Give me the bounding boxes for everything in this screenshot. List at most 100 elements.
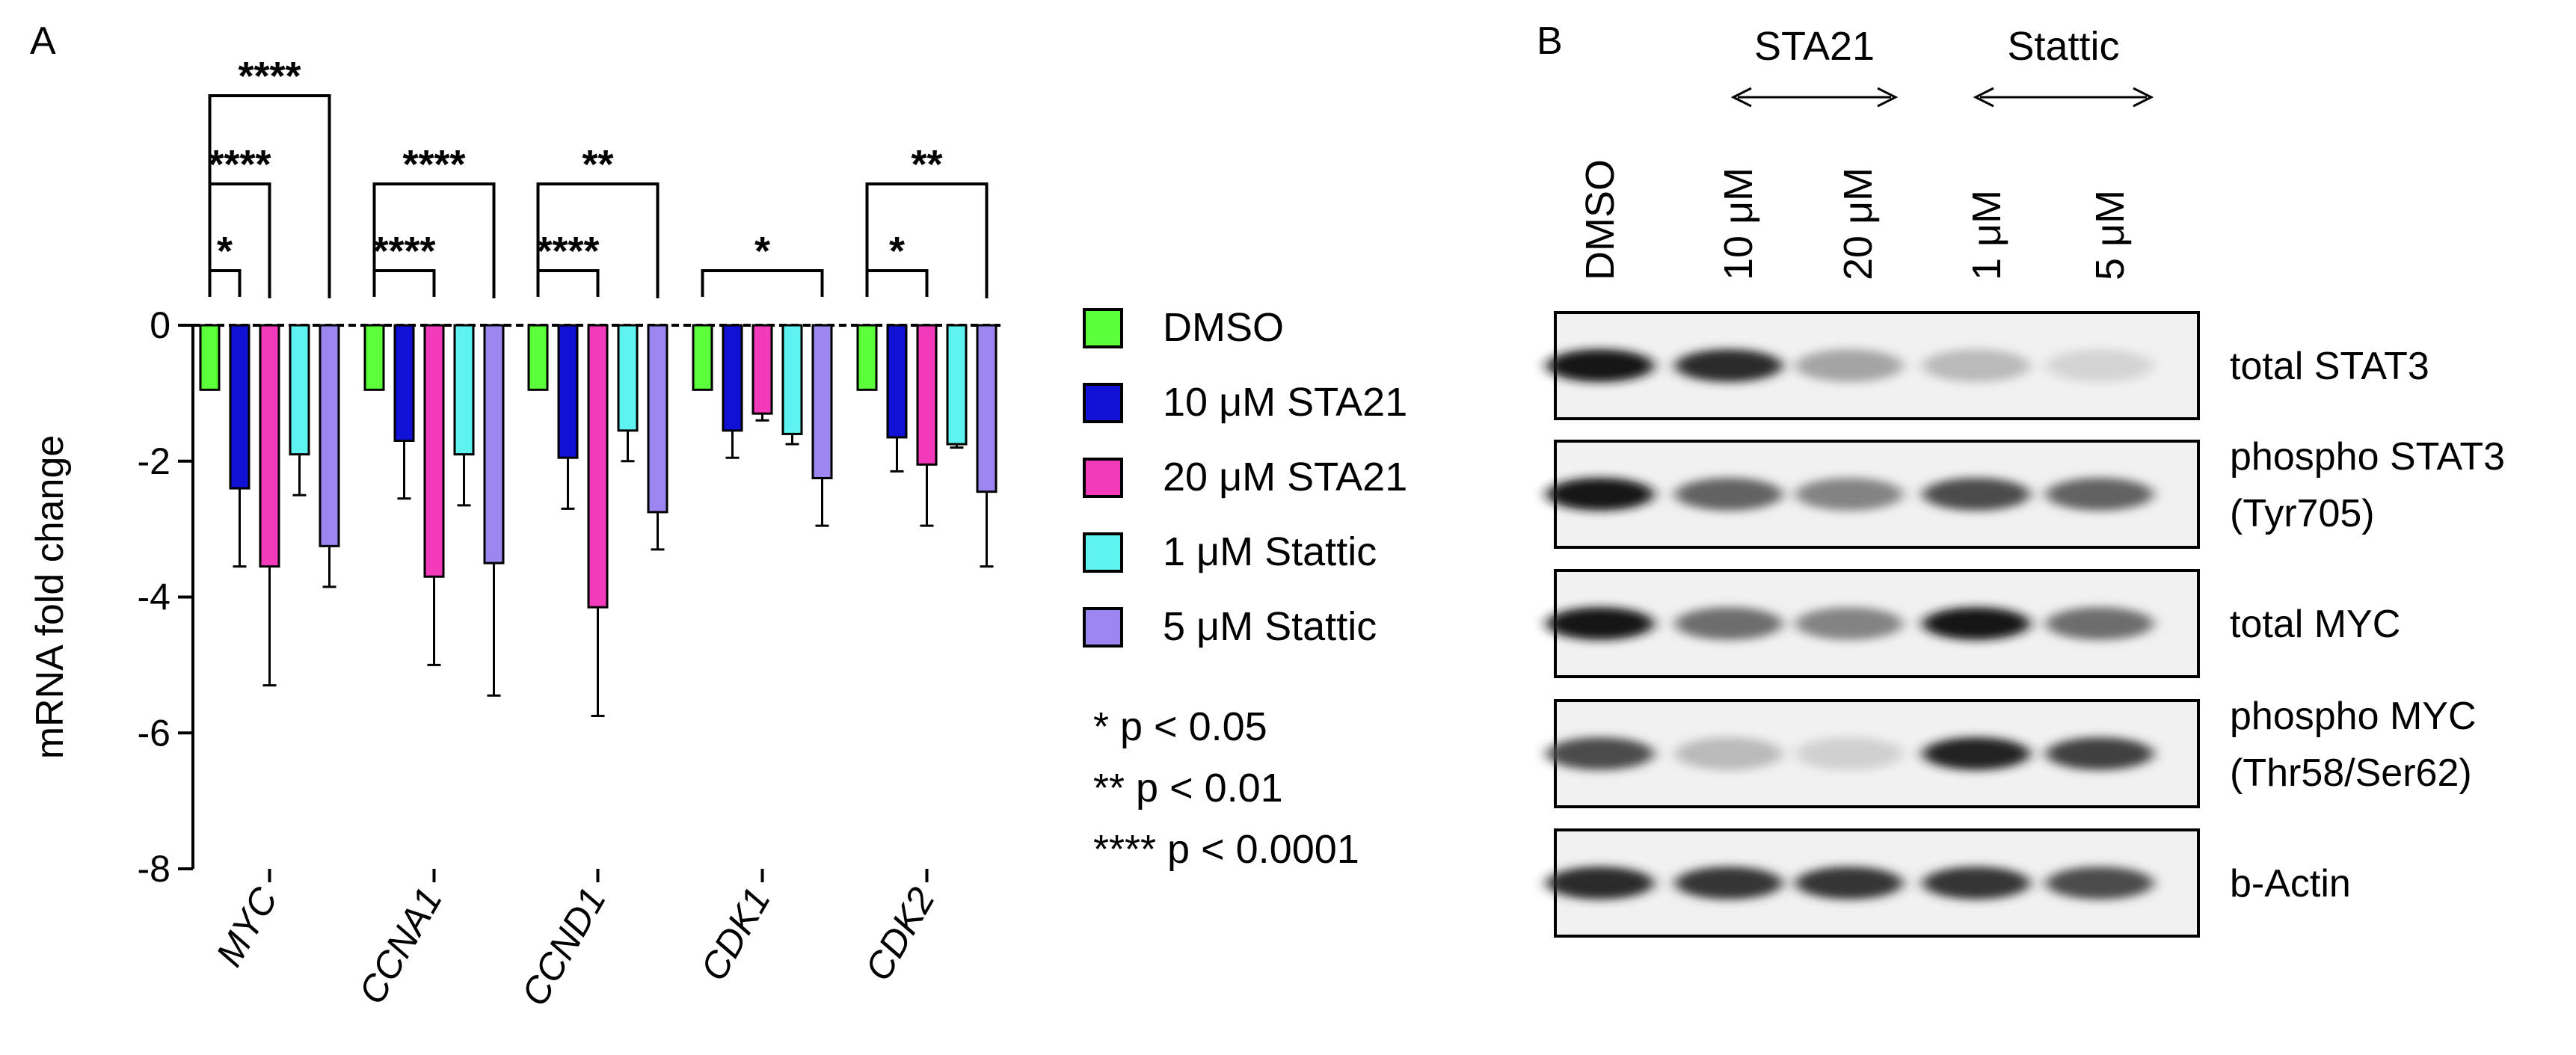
band — [1922, 349, 2030, 382]
significance-label: * — [754, 229, 770, 274]
significance-bracket — [208, 182, 271, 298]
arrow-head-right — [1877, 87, 1899, 108]
significance-label: **** — [372, 229, 435, 274]
x-tick-label: CDK2 — [857, 880, 943, 988]
legend-swatch-0 — [1083, 308, 1123, 348]
panel-a-label: A — [30, 19, 56, 63]
legend-swatch-1 — [1083, 383, 1123, 423]
arrow-head-right — [2133, 87, 2154, 108]
bar-myc-4 — [319, 324, 340, 547]
significance-label: * — [889, 229, 905, 274]
blot-group-label: Stattic — [2007, 24, 2119, 69]
bar-ccna1-3 — [453, 324, 475, 456]
lane-label: 5 μM — [2088, 190, 2133, 280]
legend-swatch-2 — [1083, 458, 1123, 498]
x-tick-label: MYC — [208, 880, 286, 974]
pvalue-note: **** p < 0.0001 — [1093, 827, 1359, 872]
significance-label: **** — [536, 229, 599, 274]
band — [1795, 737, 1903, 770]
y-axis-label: mRNA fold change — [28, 435, 72, 760]
significance-bracket — [865, 182, 989, 298]
bar-cdk1-1 — [722, 324, 743, 432]
significance-label: **** — [402, 142, 465, 187]
bar-ccnd1-4 — [647, 324, 668, 514]
band — [1546, 349, 1654, 382]
band — [1675, 349, 1783, 382]
legend-label-3: 1 μM Stattic — [1163, 529, 1377, 574]
significance-bracket — [865, 269, 929, 297]
bar-cdk2-0 — [856, 324, 878, 391]
arrow-head-left — [1730, 87, 1752, 108]
legend-label-2: 20 μM STA21 — [1163, 455, 1407, 499]
x-tick-label: CDK1 — [692, 881, 778, 988]
lane-label: 10 μM — [1716, 167, 1761, 280]
bar-cdk1-4 — [811, 324, 833, 479]
chart-legend: DMSO 10 μM STA21 20 μM STA21 1 μM Stattic 5 … — [1083, 305, 1407, 872]
band — [1922, 737, 2030, 770]
arrow-head-left — [1973, 87, 1994, 108]
bar-myc-2 — [259, 324, 280, 568]
bar-cdk2-2 — [916, 324, 938, 466]
significance-label: ** — [582, 142, 613, 187]
y-tick-label: 0 — [150, 304, 170, 346]
blot-row-label: phospho STAT3 — [2230, 435, 2505, 479]
blot-group-label: STA21 — [1754, 24, 1875, 69]
lane-label: 20 μM — [1836, 167, 1881, 280]
band — [1922, 607, 2030, 640]
pvalue-note: ** p < 0.01 — [1093, 766, 1283, 811]
significance-label: **** — [238, 54, 301, 99]
legend-swatch-4 — [1083, 607, 1123, 648]
bar-ccnd1-2 — [587, 324, 609, 609]
bar-ccnd1-1 — [557, 324, 579, 459]
band — [2046, 478, 2154, 511]
pvalue-note: * p < 0.05 — [1093, 704, 1267, 749]
band — [1675, 737, 1783, 770]
band — [1795, 478, 1903, 511]
band — [1675, 607, 1783, 640]
significance-label: * — [217, 229, 233, 274]
band — [1675, 867, 1783, 899]
blot-row-label: (Tyr705) — [2230, 492, 2375, 535]
bar-ccna1-2 — [423, 324, 445, 578]
bar-myc-1 — [229, 324, 250, 490]
bar-ccna1-4 — [483, 324, 505, 565]
y-tick-label: -8 — [138, 848, 170, 890]
bar-cdk2-1 — [886, 324, 908, 439]
y-tick-label: -2 — [138, 440, 170, 482]
bar-myc-3 — [289, 324, 310, 456]
bar-ccna1-0 — [363, 324, 385, 391]
band — [1795, 349, 1903, 382]
panel-b-label: B — [1537, 19, 1563, 63]
band — [1922, 478, 2030, 511]
blot-row-label: total STAT3 — [2230, 345, 2429, 388]
blot-row-label: phospho MYC — [2230, 695, 2477, 738]
significance-bracket — [701, 269, 824, 297]
bar-cdk2-3 — [946, 324, 968, 446]
lane-label: 1 μM — [1964, 190, 2009, 280]
bar-ccna1-1 — [393, 324, 415, 442]
legend-label-1: 10 μM STA21 — [1163, 380, 1407, 425]
legend-label-0: DMSO — [1163, 305, 1284, 350]
legend-swatch-3 — [1083, 532, 1123, 573]
bar-ccnd1-0 — [527, 324, 549, 391]
band — [1795, 607, 1903, 640]
band — [2046, 349, 2154, 382]
bar-myc-0 — [199, 324, 221, 391]
band — [1922, 867, 2030, 899]
band — [2046, 607, 2154, 640]
bar-ccnd1-3 — [617, 324, 639, 432]
lane-label: DMSO — [1578, 159, 1623, 280]
significance-bracket — [372, 269, 436, 297]
band — [2046, 867, 2154, 899]
band — [1546, 737, 1654, 770]
blot-row-label: b-Actin — [2230, 862, 2351, 905]
x-tick-label: CCND1 — [513, 881, 614, 1013]
bar-cdk1-3 — [781, 324, 803, 435]
bar-cdk2-4 — [976, 324, 997, 493]
western-blot: STA21 Stattic DMSO 10 μM 20 μM 1 μM 5 μM total … — [1546, 24, 2505, 938]
band — [1795, 867, 1903, 899]
band — [1546, 607, 1654, 640]
band — [1675, 478, 1783, 511]
bar-chart: 0 -2 -4 -6 -8 mRNA fold change MYC CCNA1 CCND1 CD… — [28, 54, 1000, 1013]
